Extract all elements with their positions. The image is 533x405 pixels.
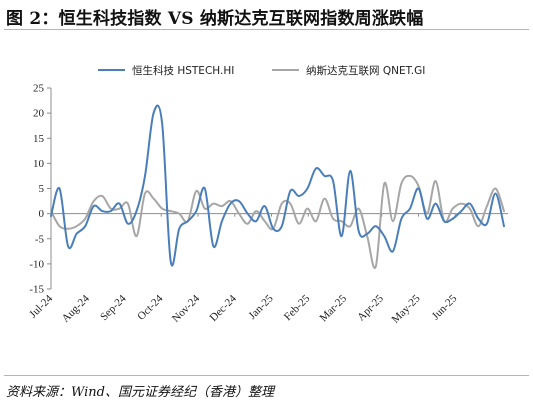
y-tick-label: -15 bbox=[29, 284, 44, 296]
source-note: 资料来源：Wind、国元证券经纪（香港）整理 bbox=[6, 385, 274, 400]
legend-label: 恒生科技 HSTECH.HI bbox=[132, 64, 234, 77]
legend: 恒生科技 HSTECH.HI 纳斯达克互联网 QNET.GI bbox=[98, 64, 425, 77]
x-tick-label: Sep-24 bbox=[98, 292, 129, 323]
source-divider bbox=[4, 375, 529, 376]
line-chart: 恒生科技 HSTECH.HI 纳斯达克互联网 QNET.GI 25 20 15 10 5 0… bbox=[27, 64, 508, 326]
y-tick-label: 25 bbox=[33, 83, 45, 95]
y-tick-label: 15 bbox=[33, 133, 45, 145]
x-tick-label: Mar-25 bbox=[317, 292, 349, 324]
legend-label: 纳斯达克互联网 QNET.GI bbox=[306, 64, 425, 77]
title-divider bbox=[4, 29, 529, 30]
y-tick-label: 20 bbox=[33, 108, 45, 120]
legend-item-hstech: 恒生科技 HSTECH.HI bbox=[98, 64, 234, 77]
x-tick-label: Nov-24 bbox=[170, 292, 203, 325]
x-tick-label: Feb-25 bbox=[282, 292, 313, 323]
x-tick-label: May-25 bbox=[390, 292, 423, 325]
series-layer bbox=[50, 104, 505, 270]
y-tick-label: -10 bbox=[29, 258, 44, 270]
y-axis: 25 20 15 10 5 0 -5 -10 -15 bbox=[29, 83, 52, 296]
x-tick-label: Oct-24 bbox=[135, 292, 165, 322]
y-tick-label: 5 bbox=[39, 183, 45, 195]
x-tick-label: Jan-25 bbox=[246, 292, 276, 322]
y-tick-label: 0 bbox=[39, 208, 45, 220]
x-tick-label: Apr-25 bbox=[355, 292, 386, 323]
series-line-hstech bbox=[50, 104, 505, 267]
x-axis: Jul-24 Aug-24 Sep-24 Oct-24 Nov-24 Dec-24 Jan-… bbox=[27, 213, 508, 326]
x-tick-label: Jun-25 bbox=[430, 292, 460, 322]
y-tick-label: 10 bbox=[33, 158, 45, 170]
x-tick-label: Aug-24 bbox=[60, 292, 93, 325]
y-tick-label: -5 bbox=[35, 233, 45, 245]
figure-title: 图 2：恒生科技指数 VS 纳斯达克互联网指数周涨跌幅 bbox=[6, 9, 424, 29]
legend-item-qnet: 纳斯达克互联网 QNET.GI bbox=[272, 64, 425, 77]
series-line-qnet bbox=[50, 174, 505, 270]
x-tick-label: Jul-24 bbox=[27, 292, 55, 320]
x-tick-label: Dec-24 bbox=[208, 292, 240, 324]
